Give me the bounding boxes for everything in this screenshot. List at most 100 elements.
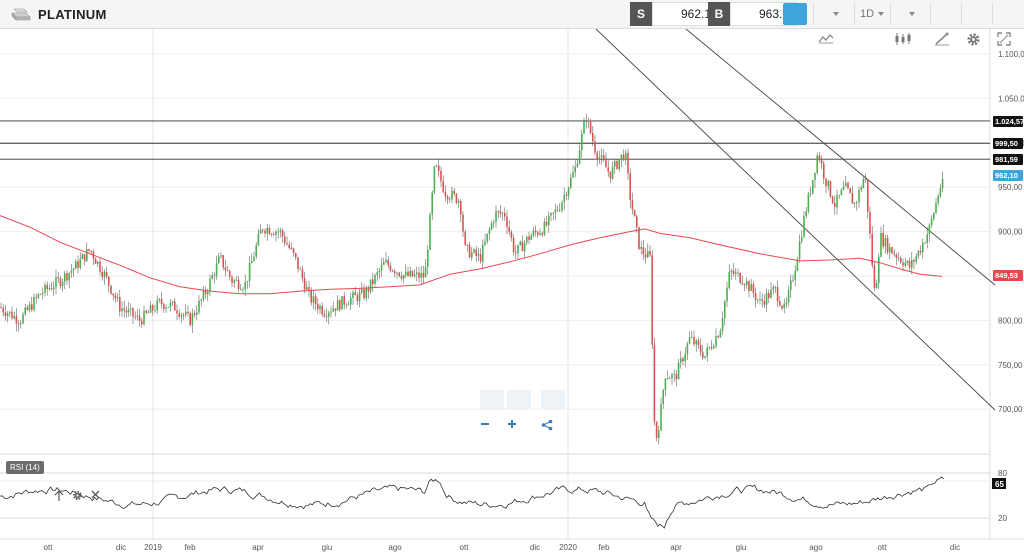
candle-body [748, 281, 750, 291]
candle-body [163, 304, 165, 309]
sell-box[interactable]: S 962.1 [630, 2, 720, 26]
candle-body [827, 181, 829, 187]
candle-body [754, 293, 757, 300]
candle-body [86, 249, 88, 261]
candle-body [380, 264, 383, 271]
candle-body [136, 315, 139, 317]
candle-body [717, 336, 719, 338]
candle-body [55, 277, 57, 288]
candle-body [924, 242, 926, 244]
rsi-value-tag [992, 478, 1006, 489]
candle-body [724, 301, 726, 319]
candle-body [589, 120, 592, 134]
candle-body [68, 273, 70, 281]
candle-body [464, 231, 466, 245]
candle-body [57, 277, 59, 279]
share-button[interactable] [541, 390, 565, 431]
trendline-lower[interactable] [595, 29, 996, 411]
candle-body [75, 261, 77, 269]
candle-body [493, 221, 495, 224]
candle-body [28, 304, 31, 310]
candle-body [378, 270, 381, 273]
timeframe-button[interactable]: 1D [858, 3, 886, 25]
zoom-in-icon [508, 420, 516, 428]
candle-body [407, 271, 409, 276]
candle-body [369, 279, 372, 292]
settings-button[interactable] [966, 3, 988, 46]
candle-body [699, 344, 702, 353]
crosshair-button[interactable] [783, 3, 807, 46]
zoom-in-button[interactable] [507, 390, 531, 428]
candle-body [627, 152, 629, 174]
candle-body [651, 255, 653, 345]
candle-body [343, 296, 345, 305]
candle-body [11, 311, 13, 319]
x-tick-label: ago [809, 543, 823, 552]
candle-body [737, 272, 739, 274]
candle-body [545, 221, 548, 226]
y-tick-label: 750,00 [998, 361, 1023, 370]
candle-body [314, 296, 317, 305]
candle-body [666, 378, 669, 379]
chart-type-button[interactable] [818, 3, 850, 44]
candle-body [715, 336, 717, 347]
candle-body [424, 266, 427, 278]
fullscreen-button[interactable] [997, 3, 1019, 46]
candle-body [154, 310, 156, 312]
candle-body [671, 374, 673, 379]
toolbar: PLATINUM S 962.1 B 963.2 1D [0, 0, 1024, 46]
candle-body [526, 236, 528, 243]
candle-body [108, 276, 110, 286]
candle-body [693, 336, 695, 345]
rsi-indicator-label[interactable]: RSI (14) [6, 461, 44, 474]
candle-body [330, 311, 332, 313]
candle-body [418, 272, 420, 278]
candles-button[interactable] [894, 3, 926, 45]
candle-body [325, 316, 328, 317]
candle-body [614, 161, 616, 167]
candle-body [394, 270, 396, 274]
candle-body [570, 177, 572, 188]
draw-tools-button[interactable] [934, 3, 956, 46]
candle-body [752, 284, 755, 294]
candle-body [204, 290, 207, 295]
candle-body [801, 236, 803, 242]
candle-body [893, 253, 895, 255]
candle-body [37, 293, 40, 298]
candle-body [218, 256, 220, 264]
y-tick-label: 900,00 [998, 228, 1023, 237]
candle-body [915, 256, 917, 262]
candle-body [42, 292, 44, 294]
candle-body [358, 292, 361, 302]
candle-body [266, 228, 268, 234]
candle-body [312, 296, 315, 303]
candle-body [110, 285, 112, 294]
candle-body [812, 180, 814, 194]
candle-body [706, 347, 708, 357]
candle-body [455, 193, 458, 204]
candle-body [781, 305, 783, 309]
candle-body [475, 249, 477, 256]
candle-body [72, 268, 75, 271]
candle-body [97, 261, 99, 264]
candle-body [721, 318, 724, 331]
candle-body [548, 215, 550, 226]
zoom-out-button[interactable] [480, 390, 504, 425]
candle-body [506, 216, 508, 227]
candle-body [774, 287, 777, 288]
candle-body [765, 293, 768, 305]
price-chart[interactable]: 1.100,001.050,001.000,00950,00900,00850,… [0, 29, 1024, 556]
candle-body [185, 311, 187, 315]
candle-body [763, 300, 766, 305]
candle-body [46, 284, 48, 290]
candle-body [158, 299, 161, 301]
candle-body [367, 288, 370, 292]
candle-body [556, 209, 559, 211]
candle-body [132, 308, 134, 317]
horizontal-levels[interactable] [0, 120, 990, 160]
candle-body [834, 202, 836, 208]
trendline-upper[interactable] [685, 29, 996, 286]
candle-body [922, 242, 924, 253]
candle-body [847, 182, 849, 189]
candle-body [798, 241, 801, 260]
